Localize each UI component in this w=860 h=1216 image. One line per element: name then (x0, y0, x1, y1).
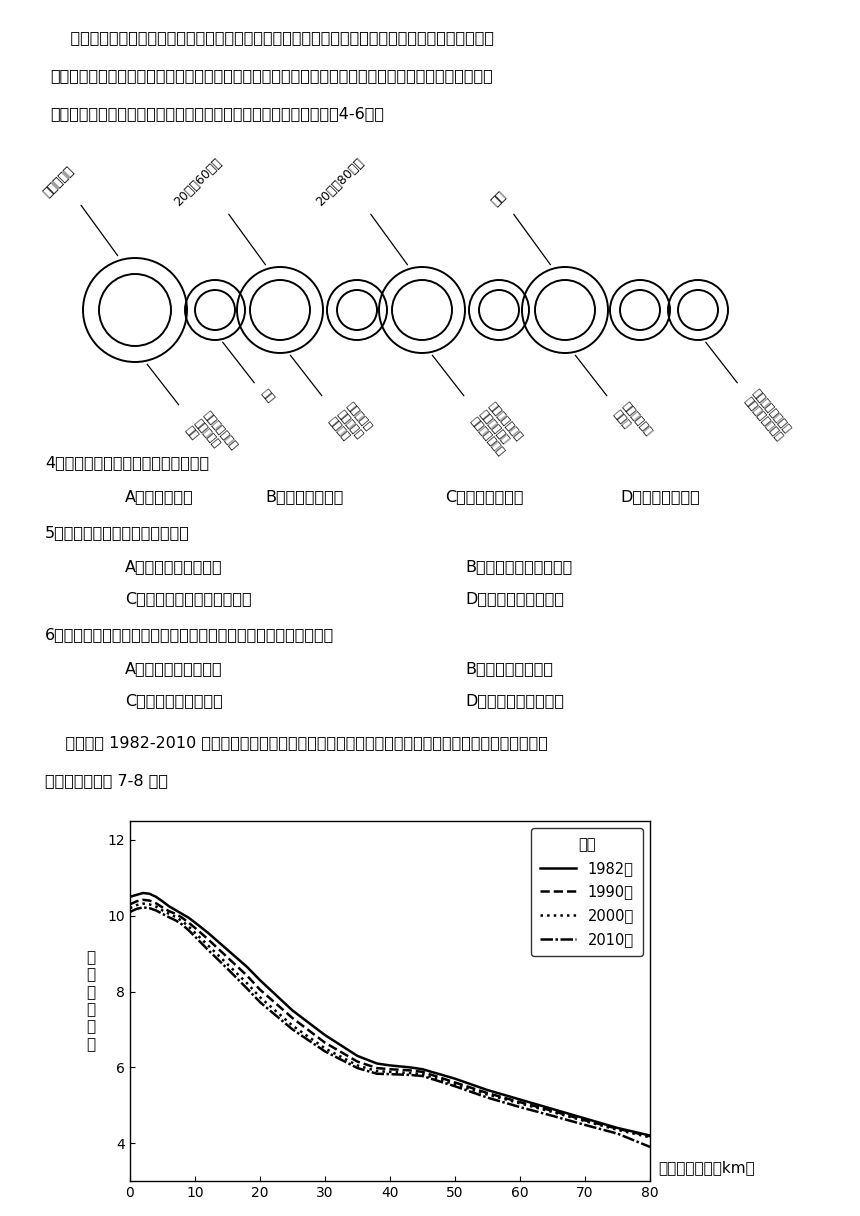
Text: 20世纪80年代: 20世纪80年代 (313, 156, 366, 209)
Text: D．制鞋产业链更完备: D．制鞋产业链更完备 (465, 693, 564, 708)
Text: 20世纪60年代: 20世纪60年代 (171, 156, 224, 209)
Text: B．欧洲制鞋区内需减少: B．欧洲制鞋区内需减少 (465, 559, 572, 574)
Text: C．制鞋业向技术密集型转变: C．制鞋业向技术密集型转变 (125, 591, 252, 606)
Text: A．原材料供应更丰富: A．原材料供应更丰富 (125, 662, 223, 676)
Text: A．开辟新市场: A．开辟新市场 (125, 489, 194, 503)
Text: B．降低生产成本: B．降低生产成本 (265, 489, 343, 503)
Text: C．国际贸易限制更少: C．国际贸易限制更少 (125, 693, 223, 708)
Text: C．加强国际合作: C．加强国际合作 (445, 489, 524, 503)
Text: 6．与我国中西部地区相比，东南亚制鞋业快速发展的最主要原因是: 6．与我国中西部地区相比，东南亚制鞋业快速发展的最主要原因是 (45, 627, 335, 642)
Text: B．消费市场更广阔: B．消费市场更广阔 (465, 662, 553, 676)
Text: 中国比重下降
东南亚: 中国比重下降 东南亚 (611, 401, 654, 445)
Text: 经进行了多次变换。目前，全球鞋业市场和制鞋产量平稳增长，制鞋业竞争日趋激烈，世界制鞋产业进入: 经进行了多次变换。目前，全球鞋业市场和制鞋产量平稳增长，制鞋业竞争日趋激烈，世界… (50, 68, 493, 83)
Text: 一个世纪前: 一个世纪前 (40, 164, 77, 199)
Text: 中国大陆沿海、
韩国、印尼、
印度等发展国家: 中国大陆沿海、 韩国、印尼、 印度等发展国家 (469, 401, 524, 458)
Text: A．欧洲经济出现衰退: A．欧洲经济出现衰退 (125, 559, 223, 574)
Text: 制鞋业是一种漂流型产业。从一个世纪前世界制鞋业开始高度集聚发展以来，鞋业制造和出口中心已: 制鞋业是一种漂流型产业。从一个世纪前世界制鞋业开始高度集聚发展以来，鞋业制造和出… (50, 30, 494, 45)
Text: 越大。据此完成 7-8 题。: 越大。据此完成 7-8 题。 (45, 773, 168, 788)
Text: D．鞋业市场消费升级: D．鞋业市场消费升级 (465, 591, 564, 606)
Text: 东南亚、意大利等
欧洲国家比重上升: 东南亚、意大利等 欧洲国家比重上升 (742, 388, 793, 443)
Text: 日本、韩国
我国台湾、
香港地区: 日本、韩国 我国台湾、 香港地区 (327, 401, 373, 447)
Text: 距市中心距离（km）: 距市中心距离（km） (658, 1160, 755, 1175)
Text: 下图示意 1982-2010 年北京都市区人口和就业人口密度对数分布的变化。对数数值越大，表示人口密度: 下图示意 1982-2010 年北京都市区人口和就业人口密度对数分布的变化。对数… (45, 734, 548, 750)
Text: 新一轮的调整。下图为世界制鞋产业中心分布变化示意图。据此完成4-6题。: 新一轮的调整。下图为世界制鞋产业中心分布变化示意图。据此完成4-6题。 (50, 106, 384, 122)
Text: D．利用优惠政策: D．利用优惠政策 (620, 489, 700, 503)
Text: 目前: 目前 (489, 190, 509, 209)
Text: 5．欧洲制鞋出口比重上升是因为: 5．欧洲制鞋出口比重上升是因为 (45, 525, 190, 540)
Text: 4．制鞋产业中心不断变化主要是为了: 4．制鞋产业中心不断变化主要是为了 (45, 455, 209, 471)
Text: 美国: 美国 (259, 388, 275, 405)
Legend: 1982年, 1990年, 2000年, 2010年: 1982年, 1990年, 2000年, 2010年 (531, 828, 642, 956)
Y-axis label: 人
口
密
度
对
数: 人 口 密 度 对 数 (86, 950, 95, 1052)
Text: 意大利、葡萄牙
等欧洲国家
美国: 意大利、葡萄牙 等欧洲国家 美国 (183, 410, 238, 467)
